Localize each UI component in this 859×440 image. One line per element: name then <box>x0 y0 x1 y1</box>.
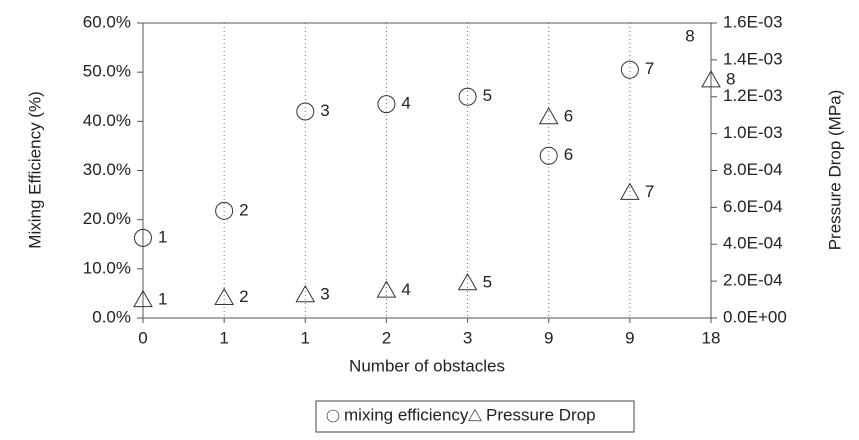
point-label: 8 <box>726 70 735 89</box>
triangle-marker <box>701 70 721 88</box>
y2-tick-label: 1.0E-03 <box>723 123 783 142</box>
circle-marker <box>377 95 396 114</box>
y2-tick-label: 8.0E-04 <box>723 160 783 179</box>
x-tick-label: 0 <box>138 328 147 347</box>
point-label: 2 <box>239 200 248 219</box>
point-label: 4 <box>401 94 410 113</box>
triangle-marker <box>133 289 153 308</box>
triangle-marker <box>538 107 559 125</box>
y2-axis-title: Pressure Drop (MPa) <box>825 90 844 251</box>
triangle-marker <box>457 272 478 291</box>
y2-tick-label: 6.0E-04 <box>723 197 783 216</box>
y2-tick-label: 0.0E+00 <box>723 307 787 326</box>
y-tick-label: 50.0% <box>83 62 131 81</box>
legend-label: Pressure Drop <box>486 405 596 424</box>
point-label: 5 <box>483 272 492 291</box>
point-label: 4 <box>401 280 410 299</box>
point-label: 6 <box>564 107 573 126</box>
legend-label: mixing efficiency <box>344 405 469 424</box>
circle-marker <box>458 87 477 106</box>
x-tick-label: 1 <box>219 328 228 347</box>
circle-marker <box>326 409 340 423</box>
triangle-marker <box>214 287 235 305</box>
point-label: 1 <box>158 227 167 246</box>
y-tick-label: 0.0% <box>92 307 131 326</box>
y-tick-label: 60.0% <box>83 12 131 31</box>
y-axis-title: Mixing Efficiency (%) <box>25 91 44 248</box>
point-label: 6 <box>564 145 573 164</box>
point-label: 7 <box>645 59 654 78</box>
x-tick-label: 9 <box>544 328 553 347</box>
triangle-marker <box>376 280 397 298</box>
y2-tick-label: 2.0E-04 <box>723 271 783 290</box>
point-label: 5 <box>483 86 492 105</box>
circle-marker <box>215 201 234 220</box>
triangle-marker <box>619 182 640 200</box>
y-tick-label: 20.0% <box>83 209 131 228</box>
y2-tick-label: 4.0E-04 <box>723 234 783 253</box>
x-tick-label: 2 <box>382 328 391 347</box>
x-tick-label: 18 <box>702 328 721 347</box>
x-tick-label: 1 <box>301 328 310 347</box>
y2-tick-label: 1.4E-03 <box>723 49 783 68</box>
triangle-marker <box>295 284 316 303</box>
point-label: 3 <box>320 101 329 120</box>
point-label: 1 <box>158 289 167 308</box>
y-tick-label: 40.0% <box>83 111 131 130</box>
circle-marker <box>296 102 315 121</box>
x-axis-title: Number of obstacles <box>349 356 505 375</box>
point-label: 2 <box>239 287 248 306</box>
y-tick-label: 30.0% <box>83 160 131 179</box>
legend-box <box>315 400 635 433</box>
y2-tick-label: 1.2E-03 <box>723 86 783 105</box>
triangle-marker <box>468 408 482 422</box>
point-label: 8 <box>685 26 694 45</box>
point-label: 3 <box>320 284 329 303</box>
y2-tick-label: 1.6E-03 <box>723 12 783 31</box>
circle-marker <box>134 228 152 247</box>
y-tick-label: 10.0% <box>83 258 131 277</box>
x-tick-label: 9 <box>625 328 634 347</box>
circle-marker <box>539 146 558 165</box>
circle-marker <box>620 60 639 79</box>
x-tick-label: 3 <box>463 328 472 347</box>
point-label: 7 <box>645 182 654 201</box>
